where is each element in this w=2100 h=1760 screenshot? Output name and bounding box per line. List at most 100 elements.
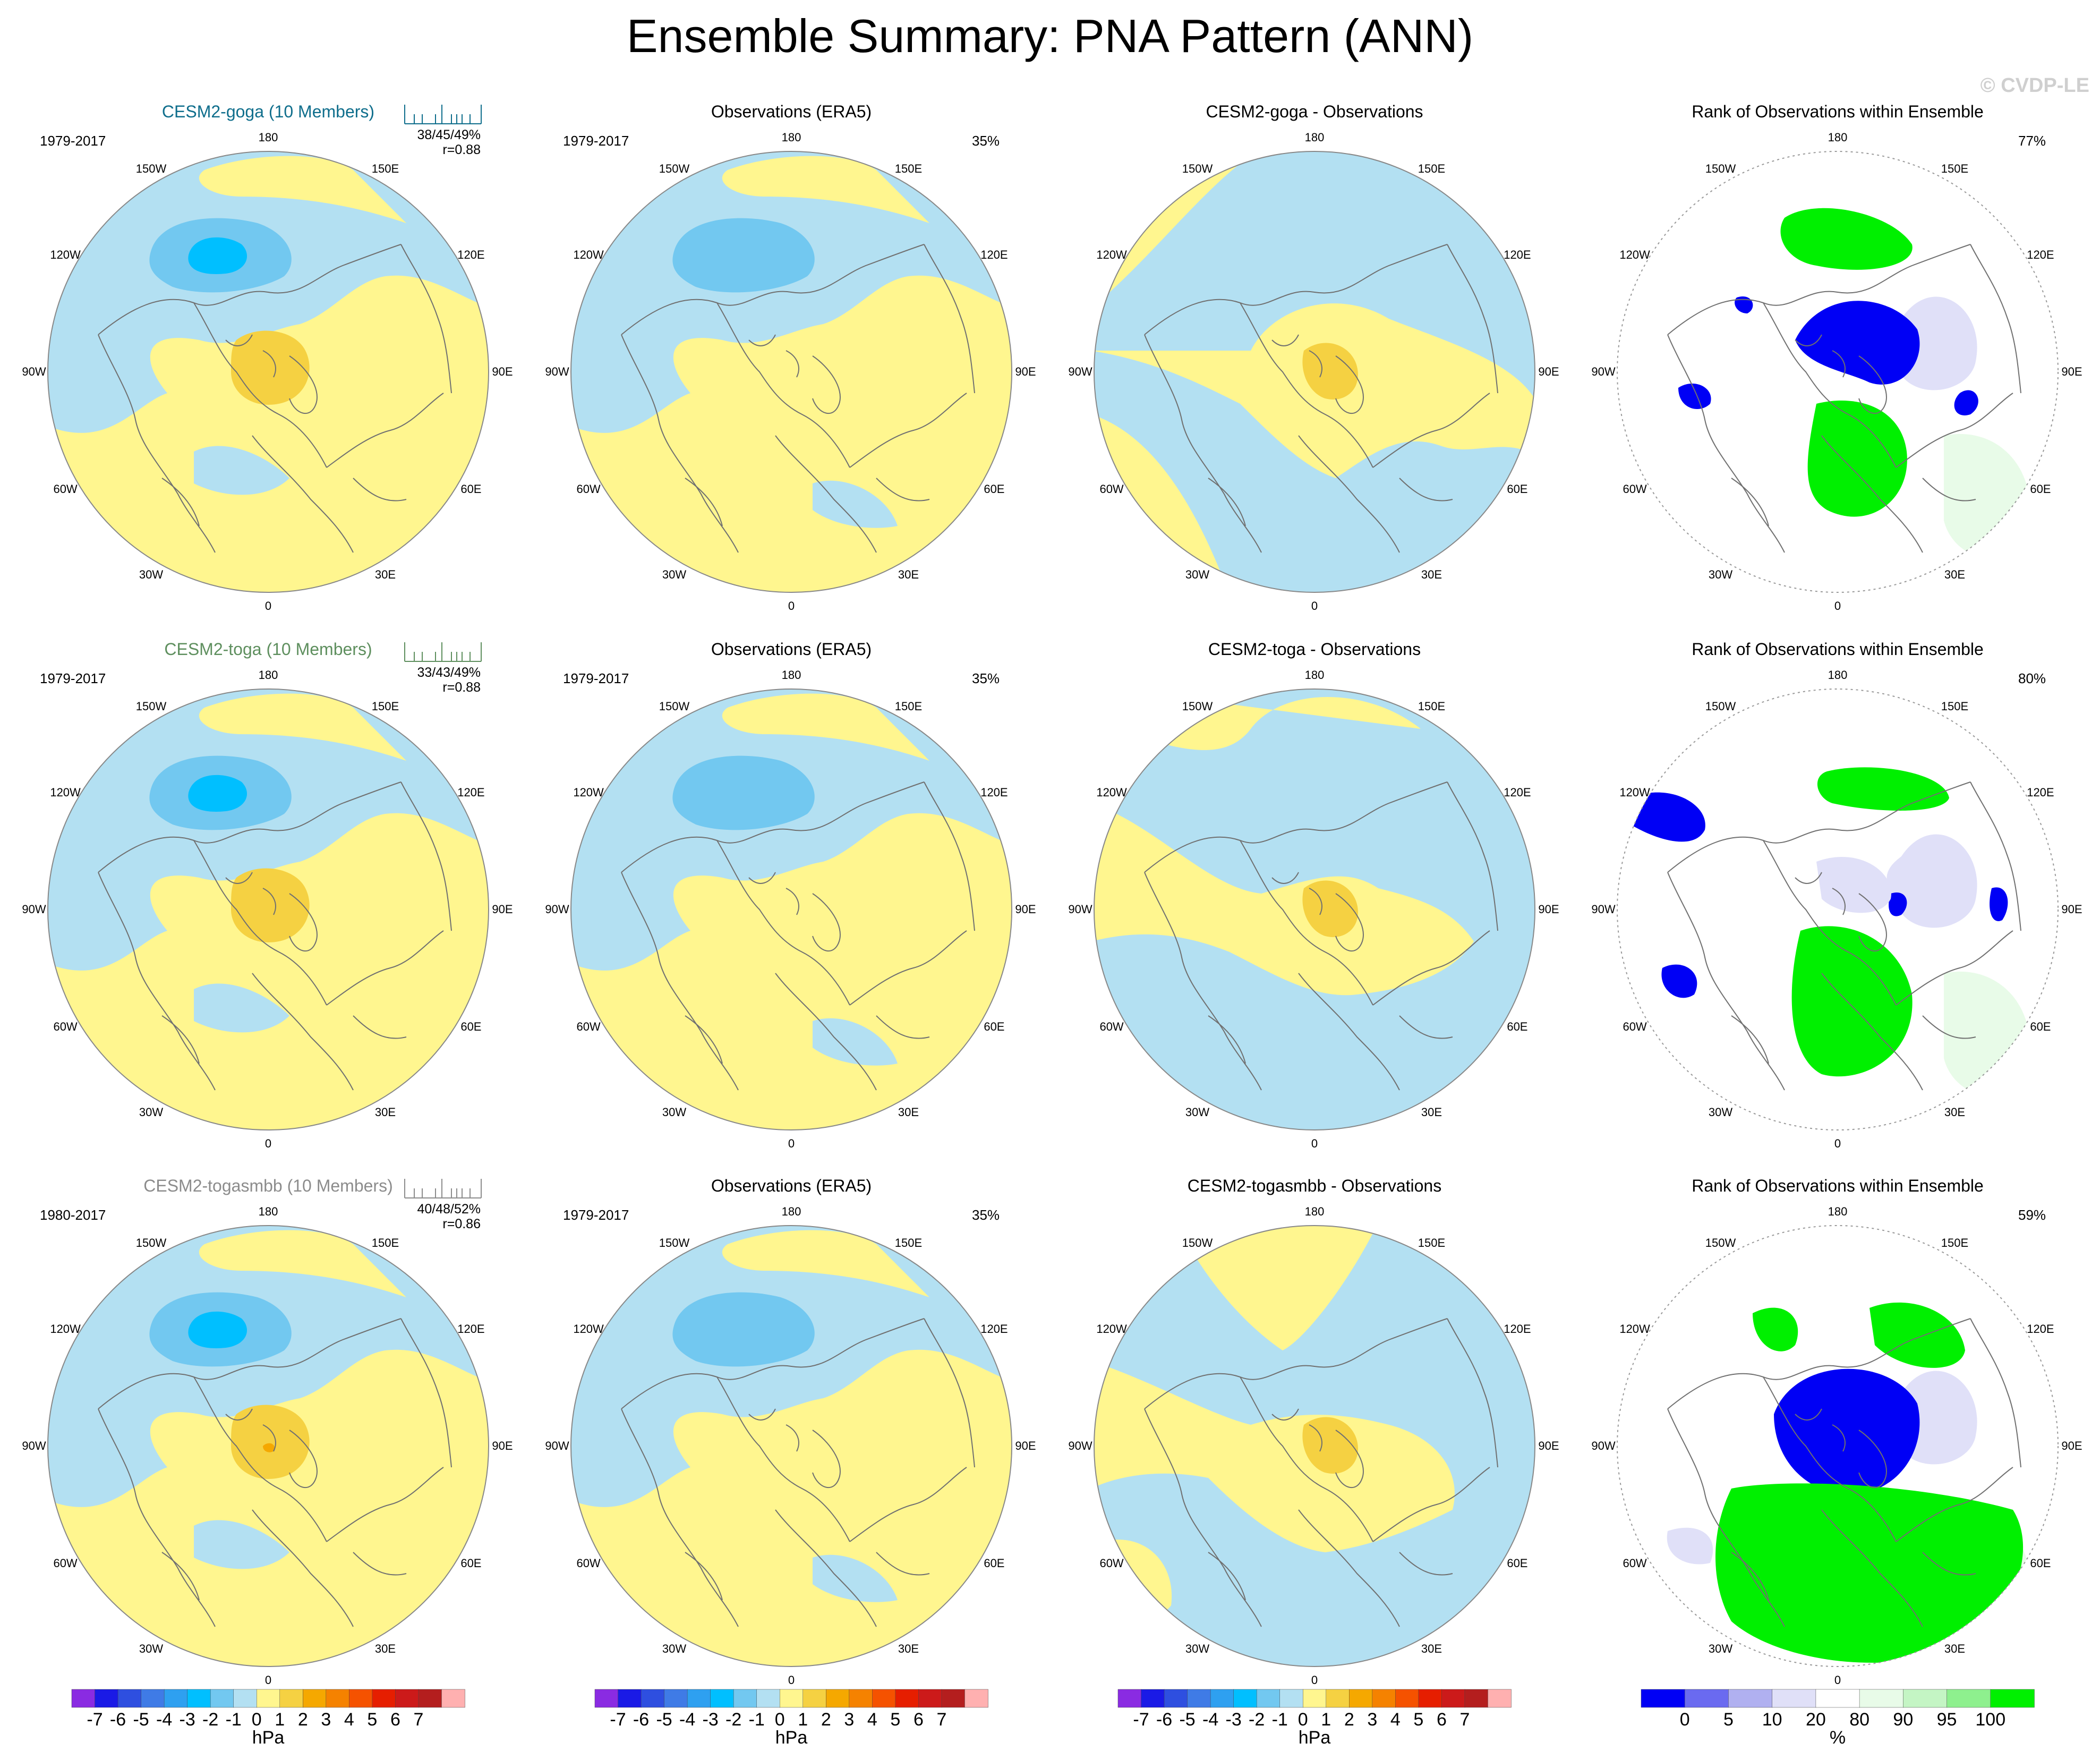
map-rank-row2 (1617, 688, 2059, 1130)
longitude-label: 60E (1507, 1019, 1528, 1033)
colorbar-box (641, 1689, 665, 1708)
negative-anomaly-region (813, 1554, 898, 1602)
longitude-label: 30E (1944, 567, 1966, 581)
pattern-correlation: r=0.86 (442, 1217, 481, 1231)
colorbar-tick-label: 4 (344, 1710, 354, 1730)
colorbar-tick-label: -6 (1156, 1710, 1173, 1730)
rank-low-region (1774, 1368, 1920, 1495)
colorbar-tick-label: -4 (679, 1710, 696, 1730)
colorbar-box (210, 1689, 234, 1708)
longitude-label: 120E (457, 785, 485, 799)
colorbar-tick-label: 80 (1849, 1710, 1870, 1730)
longitude-label: 0 (1311, 1673, 1318, 1687)
longitude-label: 30W (1185, 1105, 1210, 1119)
rank-high-region (1817, 767, 1949, 811)
colorbar-tick-label: 0 (251, 1710, 262, 1730)
longitude-label: 0 (1834, 1673, 1841, 1687)
longitude-label: 180 (258, 131, 278, 144)
ensemble-percentiles: 38/45/49% (417, 127, 481, 142)
watermark: © CVDP-LE (1980, 74, 2089, 97)
panel-title-diff: CESM2-toga - Observations (1208, 640, 1421, 659)
longitude-label: 150W (659, 1236, 690, 1250)
colorbar-tick-label: 20 (1805, 1710, 1826, 1730)
longitude-label: 60W (53, 482, 78, 496)
colorbar-tick-label: -4 (156, 1710, 173, 1730)
longitude-label: 120E (2027, 785, 2054, 799)
positive-anomaly-core (1302, 1417, 1358, 1474)
colorbar-box (1990, 1689, 2035, 1708)
longitude-label: 30E (898, 567, 919, 581)
colorbar-tick-label: -3 (179, 1710, 195, 1730)
longitude-label: 150E (894, 1236, 923, 1250)
rank-low-region (1735, 296, 1753, 313)
longitude-label: 60E (1507, 482, 1528, 496)
colorbar-tick-label: -6 (109, 1710, 126, 1730)
member-spread-ticks (404, 105, 482, 124)
longitude-label: 90W (1591, 1439, 1616, 1452)
map-model-row1 (47, 151, 489, 593)
colorbar-tick-label: -3 (1225, 1710, 1242, 1730)
longitude-label: 90W (545, 903, 569, 916)
longitude-label: 90E (492, 365, 513, 378)
colorbar-box (187, 1689, 211, 1708)
colorbar-tick-label: 6 (913, 1710, 924, 1730)
colorbar-tick-label: 0 (1297, 1710, 1308, 1730)
longitude-label: 90E (1538, 903, 1559, 916)
longitude-label: 30W (662, 1642, 687, 1655)
longitude-label: 120E (1504, 1322, 1531, 1336)
longitude-label: 60W (1623, 482, 1647, 496)
longitude-label: 0 (264, 1137, 272, 1150)
colorbar-box (1256, 1689, 1281, 1708)
longitude-label: 60W (576, 1556, 601, 1570)
longitude-label: 60E (2030, 1019, 2051, 1033)
colorbar-box (756, 1689, 780, 1708)
longitude-label: 150W (659, 700, 690, 713)
longitude-label: 150E (1418, 1236, 1446, 1250)
colorbar-tick-label: 90 (1893, 1710, 1914, 1730)
negative-anomaly-center (188, 237, 247, 274)
longitude-label: 90W (1591, 903, 1616, 916)
longitude-label: 30E (374, 1642, 396, 1655)
longitude-label: 180 (1828, 1205, 1848, 1218)
longitude-label: 150E (371, 700, 399, 713)
colorbar-tick-label: -1 (1271, 1710, 1288, 1730)
period-label: 1980-2017 (40, 1207, 106, 1223)
map-diff-row3 (1094, 1225, 1535, 1667)
longitude-label: 150W (1705, 162, 1736, 176)
colorbar-box (1684, 1689, 1729, 1708)
longitude-label: 60E (1507, 1556, 1528, 1570)
longitude-label: 150E (371, 162, 399, 176)
longitude-label: 90W (1591, 365, 1616, 378)
longitude-label: 0 (788, 1137, 795, 1150)
panel-title-rank: Rank of Observations within Ensemble (1692, 102, 1984, 121)
negative-anomaly-center (188, 775, 247, 812)
longitude-label: 150W (135, 162, 167, 176)
map-boundary (570, 1225, 1012, 1667)
panel-title-diff: CESM2-goga - Observations (1206, 102, 1423, 121)
coastlines (1144, 244, 1498, 553)
longitude-label: 30W (139, 1642, 164, 1655)
longitude-label: 150E (371, 1236, 399, 1250)
colorbar-tick-label: 5 (1723, 1710, 1734, 1730)
positive-anomaly-region (1094, 803, 1474, 996)
map-diff-row1 (1094, 151, 1535, 593)
colorbar-box (803, 1689, 827, 1708)
longitude-label: 90E (2061, 903, 2082, 916)
map-boundary (570, 151, 1012, 593)
colorbar-box (279, 1689, 304, 1708)
coastlines (1667, 244, 2021, 553)
colorbar-box (710, 1689, 734, 1708)
longitude-label: 0 (788, 1673, 795, 1687)
colorbar-tick-label: -1 (748, 1710, 765, 1730)
colorbar-box (1947, 1689, 1991, 1708)
pattern-correlation: r=0.88 (442, 142, 481, 157)
longitude-label: 30W (1185, 1642, 1210, 1655)
positive-anomaly-region (571, 275, 1012, 592)
longitude-label: 90E (492, 1439, 513, 1452)
longitude-label: 60W (1099, 1019, 1124, 1033)
longitude-label: 150E (1941, 162, 1969, 176)
colorbar-tick-label: 5 (1413, 1710, 1424, 1730)
longitude-label: 120W (50, 248, 81, 261)
colorbar-box (233, 1689, 257, 1708)
longitude-label: 180 (1828, 131, 1848, 144)
